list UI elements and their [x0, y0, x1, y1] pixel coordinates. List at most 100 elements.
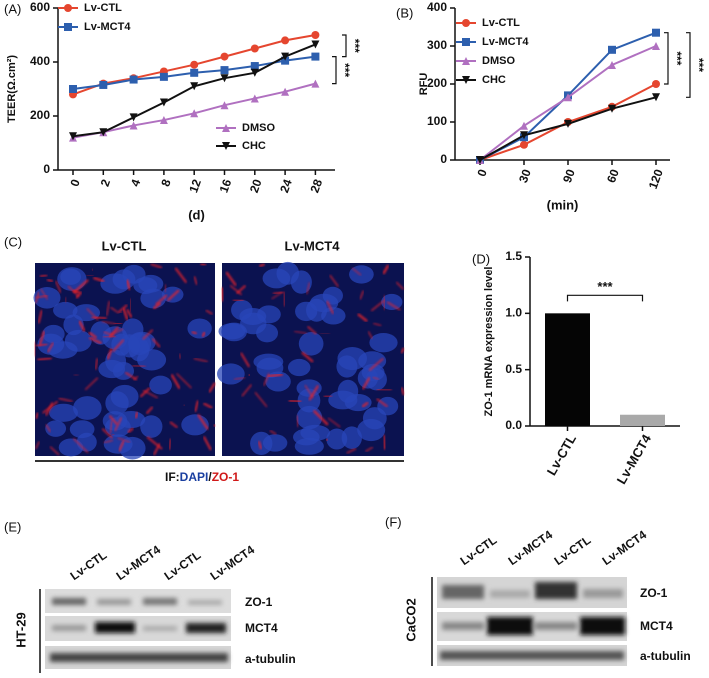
lane-label: Lv-MCT4: [600, 527, 650, 568]
marker: [564, 93, 572, 102]
nucleus: [296, 405, 323, 430]
junction: [367, 331, 373, 339]
y-tick-label: 600: [30, 0, 50, 14]
nucleus: [365, 368, 387, 391]
junction: [37, 356, 52, 361]
junction: [263, 372, 270, 386]
legend-label: CHC: [242, 140, 266, 152]
row-label: a-tubulin: [245, 652, 296, 666]
nucleus: [42, 324, 65, 344]
junction: [72, 437, 89, 454]
junction: [166, 289, 180, 302]
marker: [564, 119, 572, 128]
cell-line: CaCO2: [403, 598, 418, 641]
lane-label: Lv-CTL: [458, 533, 500, 568]
marker: [69, 132, 77, 141]
nucleus: [321, 307, 346, 325]
nucleus: [133, 277, 158, 294]
junction: [127, 427, 134, 434]
junction: [254, 391, 268, 408]
junction: [323, 394, 332, 398]
annotation: ***: [670, 51, 684, 65]
y-tick-label: 400: [30, 54, 50, 68]
junction: [103, 335, 116, 338]
marker: [129, 75, 138, 84]
junction: [296, 415, 299, 428]
marker: [99, 128, 108, 137]
junction: [241, 384, 253, 397]
junction: [258, 262, 266, 268]
marker: [220, 66, 229, 75]
row-label: a-tubulin: [640, 649, 691, 663]
junction: [170, 373, 181, 390]
junction: [202, 436, 212, 451]
bar: [620, 414, 665, 426]
marker: [608, 45, 616, 54]
junction: [205, 309, 213, 315]
panel-label: (C): [4, 234, 22, 249]
legend-label: Lv-CTL: [482, 17, 520, 29]
lane-label: Lv-MCT4: [506, 527, 556, 568]
junction: [142, 329, 154, 340]
marker: [250, 62, 259, 71]
legend-marker: [64, 23, 72, 31]
junction: [376, 388, 392, 391]
junction: [202, 402, 213, 409]
annotation: ***: [692, 58, 706, 72]
series-line: [72, 43, 316, 138]
junction: [155, 294, 168, 306]
junction: [126, 308, 133, 318]
junction: [101, 320, 116, 325]
marker: [311, 79, 320, 88]
junction: [109, 420, 113, 434]
junction: [169, 421, 179, 429]
significance-bracket: [566, 294, 644, 302]
junction: [114, 417, 123, 432]
junction: [129, 298, 132, 312]
marker: [129, 113, 138, 122]
junction: [88, 336, 102, 345]
junction: [267, 373, 283, 378]
junction: [110, 328, 124, 336]
marker: [220, 101, 229, 110]
y-tick-label: 0: [440, 152, 447, 166]
caption-prefix: IF:: [165, 470, 180, 484]
y-tick-label: 100: [427, 114, 447, 128]
row-label: MCT4: [640, 619, 673, 633]
junction: [294, 330, 307, 335]
legend-label: DMSO: [242, 122, 275, 134]
junction: [191, 330, 198, 335]
junction: [400, 347, 405, 354]
legend-marker: [462, 57, 470, 65]
junction: [232, 299, 244, 302]
junction: [361, 376, 371, 390]
junction: [178, 353, 181, 360]
junction: [64, 296, 67, 303]
marker: [159, 72, 168, 81]
junction: [73, 279, 89, 294]
marker: [250, 44, 259, 53]
y-tick-label: 1.0: [505, 306, 522, 320]
junction: [35, 342, 48, 348]
marker: [281, 52, 290, 61]
bands: [50, 598, 228, 662]
annotation: ***: [338, 63, 352, 77]
marker: [220, 52, 229, 61]
marker: [281, 56, 290, 65]
junction: [91, 315, 107, 320]
significance-bracket: [664, 32, 669, 85]
junction: [370, 299, 385, 312]
panel-label: (B): [396, 5, 413, 20]
y-tick-label: 300: [427, 38, 447, 52]
nucleus: [295, 301, 318, 322]
y-tick-label: 0.5: [505, 362, 522, 376]
y-tick-label: 1.5: [505, 249, 522, 263]
junction: [78, 320, 86, 332]
junction: [247, 373, 251, 377]
nucleus: [116, 410, 146, 429]
significance-bracket: [686, 32, 691, 98]
junction: [308, 384, 320, 401]
nucleus: [253, 353, 284, 370]
panel-label: (E): [4, 519, 21, 534]
